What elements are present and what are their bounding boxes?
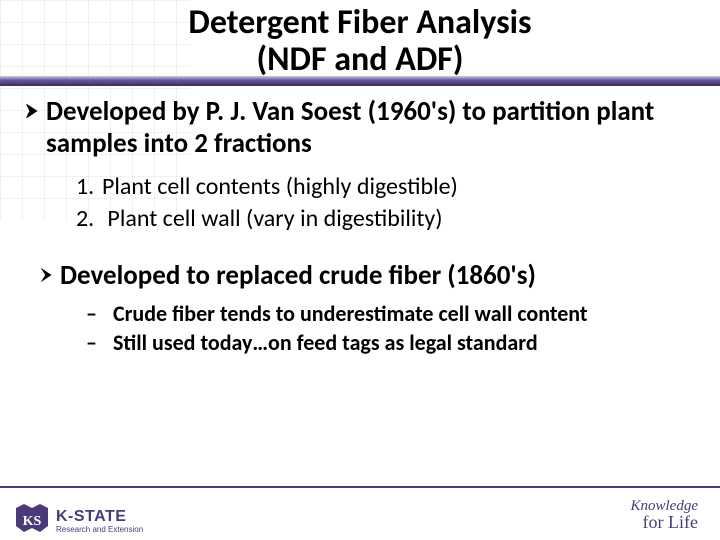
- bullet-1: Developed by P. J. Van Soest (1960's) to…: [24, 96, 696, 161]
- numbered-item-1: 1.Plant cell contents (highly digestible…: [76, 171, 696, 203]
- kstate-logo: KS K-STATE Research and Extension: [14, 504, 143, 534]
- kstate-sub: Research and Extension: [56, 526, 143, 534]
- footer-divider: [0, 486, 720, 488]
- knowledge-for-life-logo: Knowledge for Life: [621, 500, 698, 530]
- title-line-1: Detergent Fiber Analysis: [0, 4, 720, 41]
- dash-item-1: – Crude fiber tends to underestimate cel…: [86, 300, 696, 328]
- kstate-badge-icon: KS: [14, 504, 50, 534]
- kstate-main: K-STATE: [56, 509, 143, 525]
- svg-text:KS: KS: [23, 514, 42, 529]
- dash-item-2: – Still used today…on feed tags as legal…: [86, 329, 696, 357]
- chevron-icon: [24, 102, 42, 120]
- dash-text-1: Crude fiber tends to underestimate cell …: [113, 300, 588, 328]
- bullet-2-text: Developed to replaced crude fiber (1860'…: [60, 260, 536, 292]
- slide-body: Developed by P. J. Van Soest (1960's) to…: [24, 96, 696, 359]
- dash-text-2: Still used today…on feed tags as legal s…: [113, 329, 538, 357]
- kl-bot: for Life: [621, 514, 698, 530]
- kstate-text: K-STATE Research and Extension: [56, 509, 143, 534]
- dash-list: – Crude fiber tends to underestimate cel…: [86, 300, 696, 357]
- chevron-icon: [38, 266, 56, 284]
- title-line-2: (NDF and ADF): [0, 41, 720, 78]
- dash-marker: –: [86, 329, 97, 357]
- numbered-list: 1.Plant cell contents (highly digestible…: [76, 171, 696, 236]
- bullet-2: Developed to replaced crude fiber (1860'…: [38, 260, 696, 292]
- slide-title: Detergent Fiber Analysis (NDF and ADF): [0, 4, 720, 79]
- bullet-1-text: Developed by P. J. Van Soest (1960's) to…: [46, 96, 696, 161]
- dash-marker: –: [86, 300, 97, 328]
- numbered-item-2: 2. Plant cell wall (vary in digestibilit…: [76, 203, 696, 235]
- slide-footer: KS K-STATE Research and Extension Knowle…: [0, 486, 720, 540]
